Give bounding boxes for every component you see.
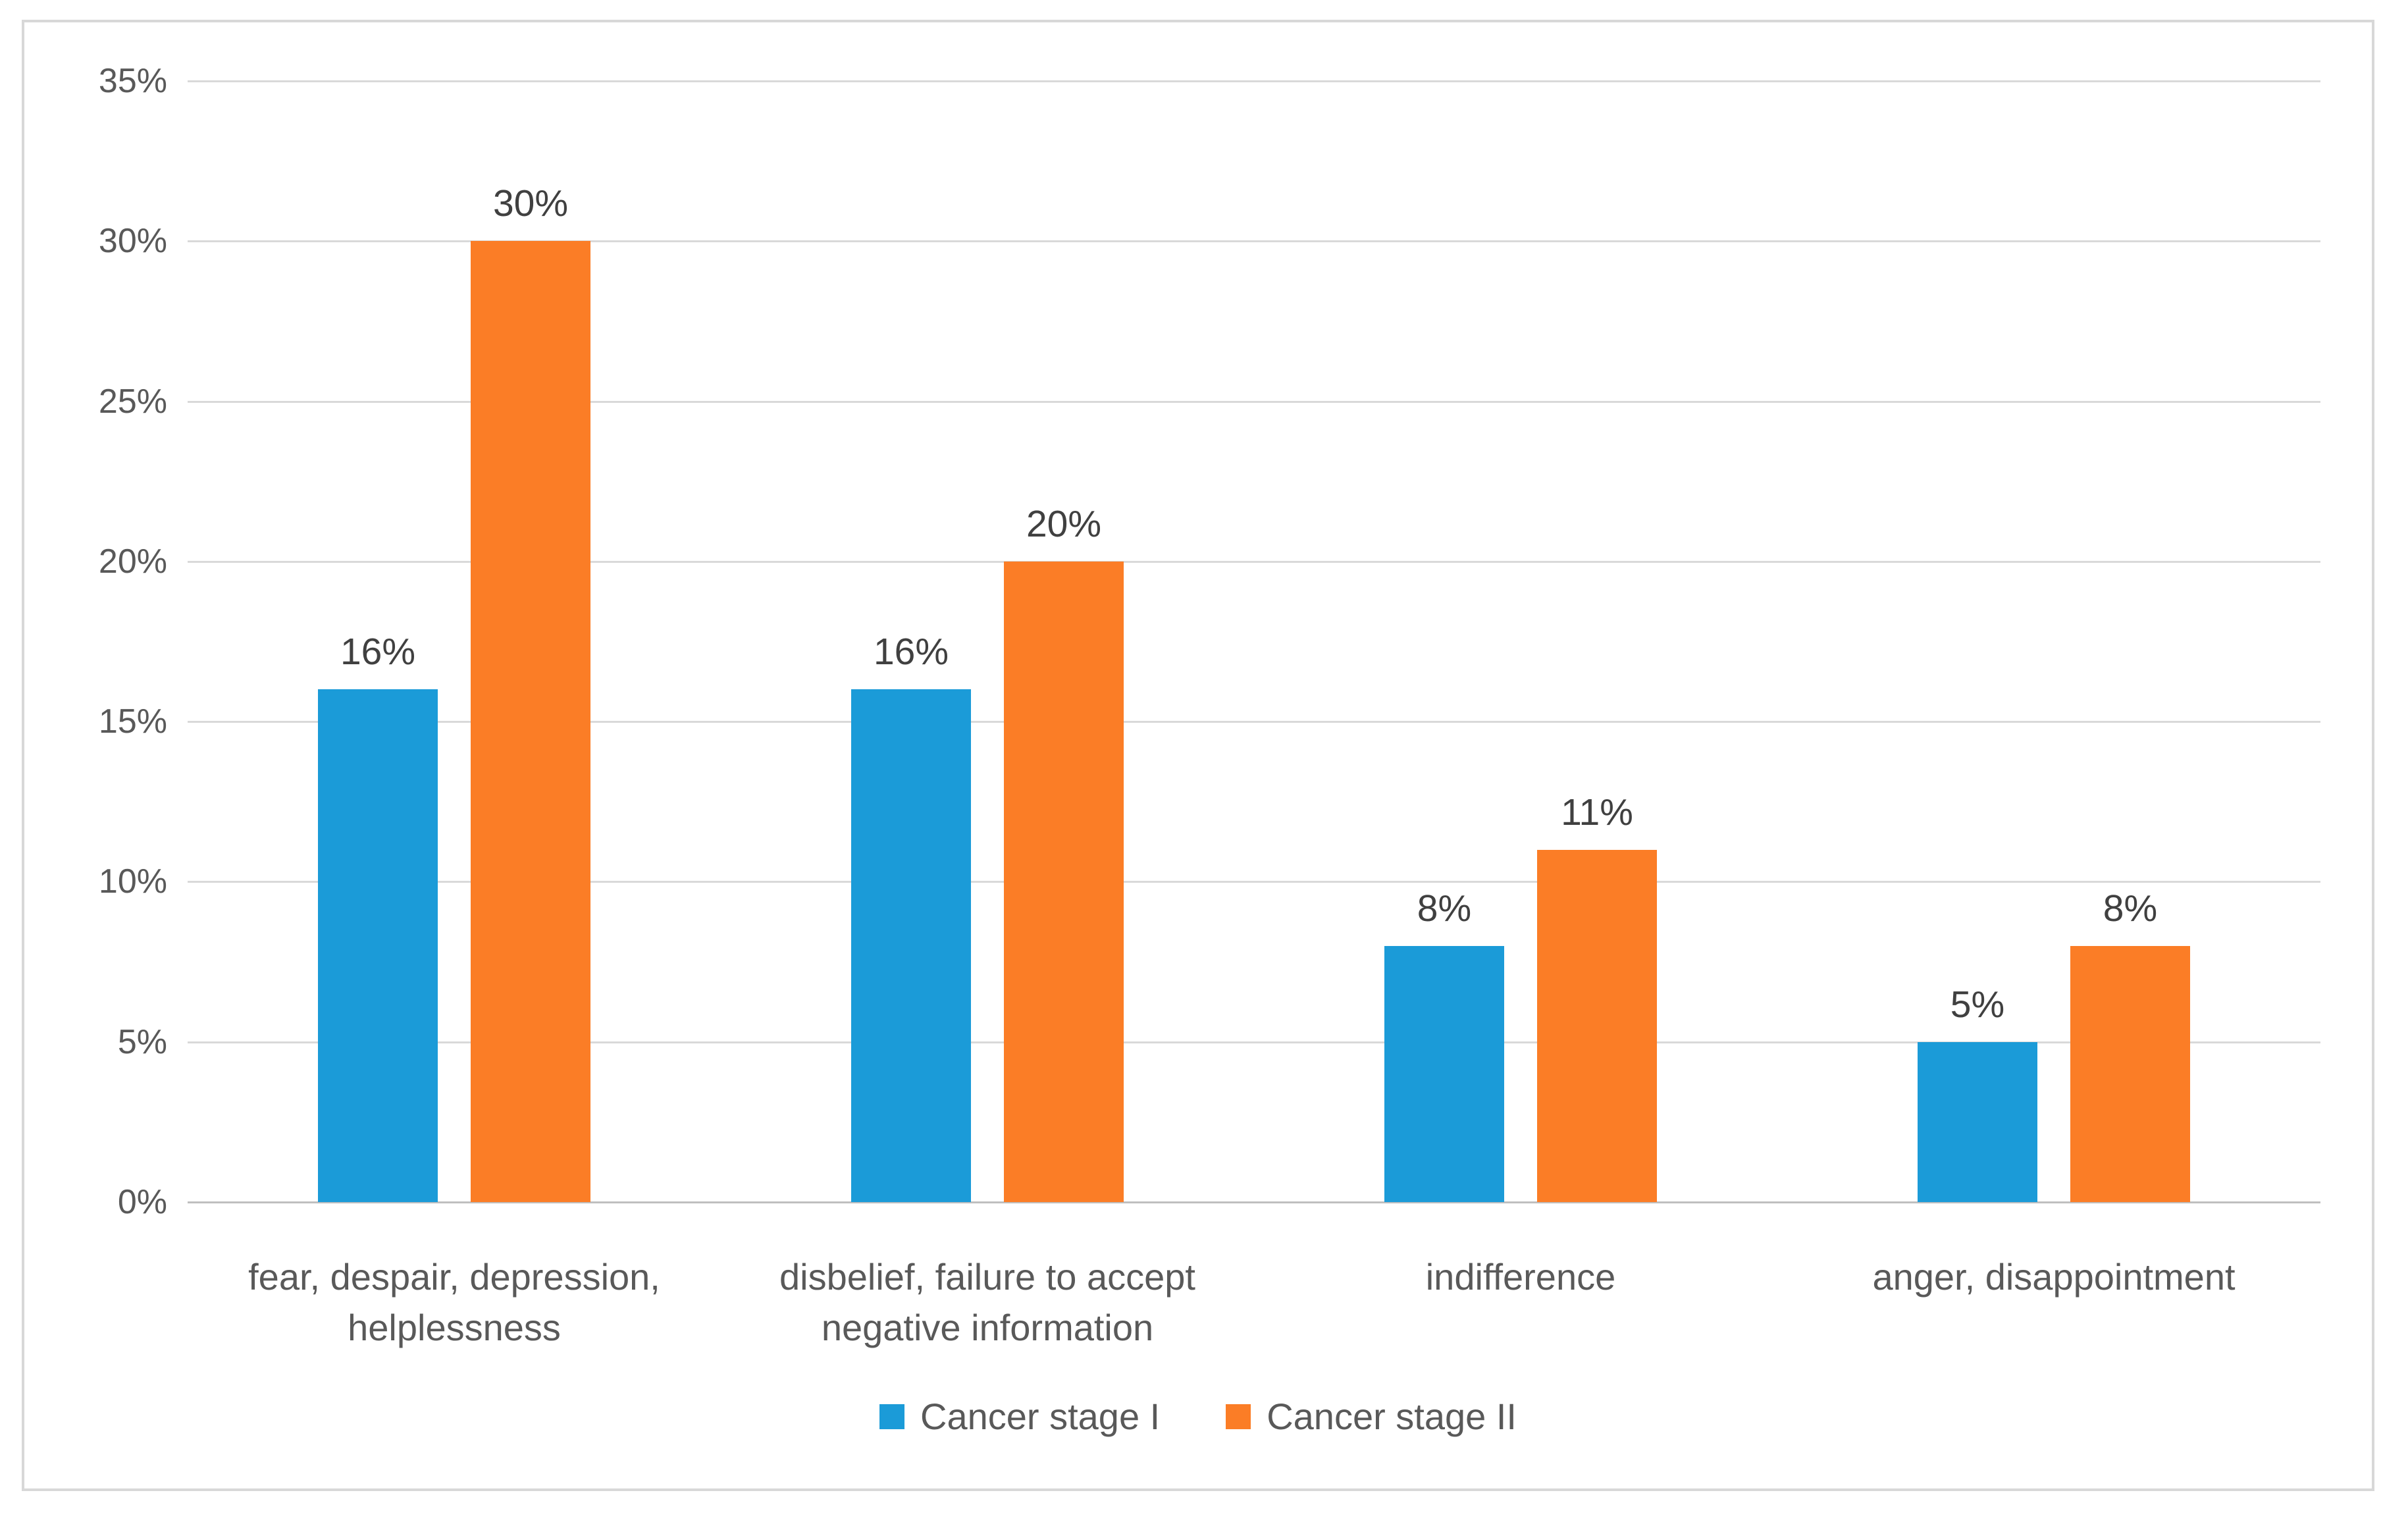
y-axis-tick-label: 20% [98,542,167,581]
y-axis-tick-label: 10% [98,862,167,901]
data-label-stage1-cat1: 16% [340,631,416,673]
data-label-stage1-cat4: 5% [1950,983,2005,1026]
y-axis-tick-label: 15% [98,702,167,741]
legend-item-label: Cancer stage II [1267,1396,1517,1437]
bar-stage2-cat4 [2070,945,2190,1202]
gridline [188,400,2320,403]
legend-item-label: Cancer stage I [920,1396,1161,1437]
data-label-stage2-cat3: 11% [1561,791,1633,833]
gridline [188,721,2320,723]
data-label-stage2-cat4: 8% [2103,887,2158,930]
category-label-1: fear, despair, depression, helplessness [248,1256,660,1349]
y-axis-tick-label: 30% [98,222,167,261]
y-axis-tick-label: 25% [98,382,167,421]
gridline [188,881,2320,883]
bar-stage1-cat3 [1384,945,1504,1202]
legend-swatch-icon [879,1404,905,1429]
bar-stage1-cat2 [851,689,971,1202]
bar-stage2-cat1 [471,241,590,1202]
legend-item-1: Cancer stage I [879,1395,1160,1438]
bar-stage1-cat1 [318,689,438,1202]
y-axis-tick-label: 0% [117,1183,167,1221]
data-label-stage1-cat2: 16% [873,631,949,673]
data-label-stage2-cat1: 30% [492,182,569,225]
bar-stage2-cat2 [1004,561,1124,1202]
category-label-4: anger, disappointment [1872,1256,2236,1298]
category-label-3: indifference [1425,1256,1616,1298]
gridline [188,80,2320,82]
gridline [188,240,2320,243]
data-label-stage2-cat2: 20% [1026,502,1102,545]
y-axis-tick-label: 5% [117,1022,167,1061]
chart-frame: 0% 5% 10% 15% 20% 25% 30% 35% 16% 30% fear, despai… [22,20,2374,1491]
x-axis-line [188,1201,2320,1203]
plot-area: 0% 5% 10% 15% 20% 25% 30% 35% 16% 30% fear, despai… [24,22,2372,1488]
bar-stage2-cat3 [1537,849,1657,1202]
legend-swatch-icon [1226,1404,1251,1429]
legend: Cancer stage I Cancer stage II [24,1395,2372,1438]
data-label-stage1-cat3: 8% [1417,887,1472,930]
legend-item-2: Cancer stage II [1226,1395,1517,1438]
y-axis-tick-label: 35% [98,62,167,100]
gridline [188,1041,2320,1043]
bar-stage1-cat4 [1918,1041,2037,1202]
category-label-2: disbelief, failure to accept negative in… [779,1256,1195,1349]
gridline [188,560,2320,563]
